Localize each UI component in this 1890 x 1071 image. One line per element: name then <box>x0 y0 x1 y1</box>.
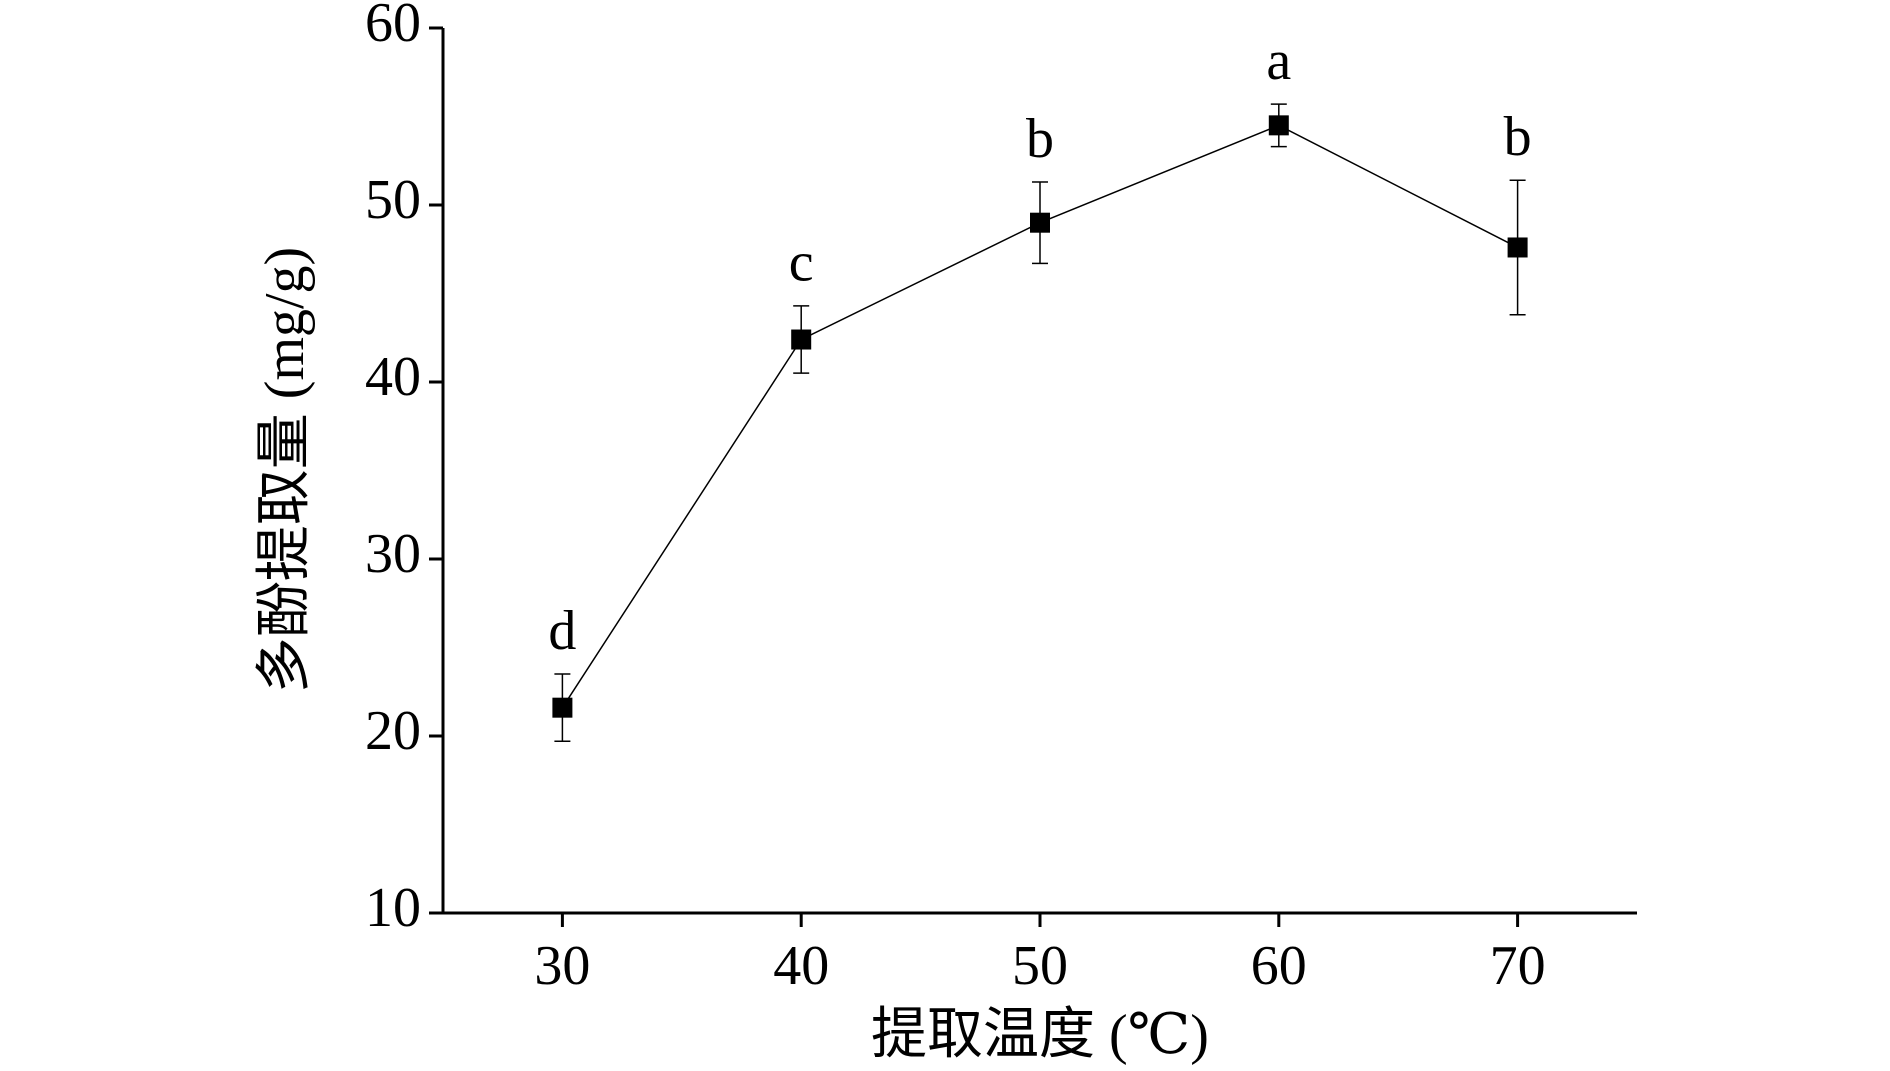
significance-label: a <box>1266 30 1291 92</box>
x-tick-label: 30 <box>534 935 590 997</box>
significance-label: d <box>548 600 576 662</box>
y-axis-label: 多酚提取量 (mg/g) <box>254 247 316 693</box>
x-tick-label: 50 <box>1012 935 1068 997</box>
marker <box>1030 212 1050 233</box>
significance-label: b <box>1504 106 1532 168</box>
significance-label: b <box>1026 108 1054 170</box>
significance-label: c <box>789 232 814 294</box>
marker <box>791 329 812 350</box>
y-tick-label: 50 <box>365 169 421 231</box>
y-tick-label: 30 <box>365 523 421 585</box>
y-tick-label: 60 <box>365 0 421 54</box>
y-tick-label: 10 <box>365 877 421 939</box>
x-tick-label: 60 <box>1251 935 1307 997</box>
marker <box>1268 115 1289 136</box>
x-tick-label: 40 <box>773 935 829 997</box>
marker <box>1507 237 1528 258</box>
y-tick-label: 40 <box>365 346 421 408</box>
x-tick-label: 70 <box>1490 935 1546 997</box>
marker <box>552 697 573 718</box>
x-axis-label: 提取温度 (℃) <box>871 1004 1209 1066</box>
y-tick-label: 20 <box>365 700 421 762</box>
